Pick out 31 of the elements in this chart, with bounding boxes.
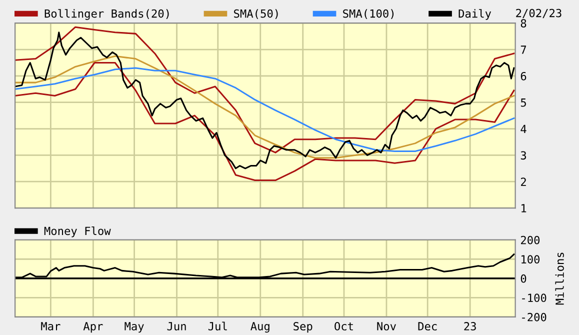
y-tick-label: 5 [520, 98, 526, 107]
y-tick-label: 7 [520, 46, 526, 54]
x-tick-label: Sep [294, 322, 312, 333]
x-tick-label: Mar [41, 322, 60, 330]
legend-label: Daily [458, 9, 492, 20]
x-tick-label: Oct [334, 322, 353, 330]
x-tick-label: Jun [167, 322, 186, 330]
y-tick-label: 6 [520, 72, 526, 80]
legend-label: Bollinger Bands(20) [44, 9, 169, 20]
y-tick-label: 100 [522, 255, 540, 264]
y-tick-label: -200 [522, 312, 546, 322]
y-tick-label: 4 [520, 124, 526, 134]
y-tick-label: 3 [520, 151, 526, 160]
y-tick-label: 2 [520, 178, 526, 186]
y-axis-title: Millions [555, 252, 564, 305]
legend-label: SMA(50) [234, 9, 278, 20]
x-tick-label: Apr [83, 322, 103, 333]
y-tick-label: 0 [520, 274, 526, 283]
y-tick-label: 1 [522, 204, 526, 212]
y-tick-label: 200 [520, 236, 540, 244]
y-tick-label: -100 [522, 294, 546, 302]
text: 2/02/23 [516, 8, 562, 18]
x-tick-label: Nov [377, 322, 396, 330]
x-tick-label: May [124, 322, 144, 333]
x-tick-label: Dec [418, 322, 437, 330]
legend-label: SMA(100) [343, 9, 394, 20]
x-tick-label: Jul [208, 322, 227, 330]
x-tick-label: Aug [250, 322, 270, 333]
y-tick-label: 8 [520, 19, 526, 28]
x-tick-label: 23 [464, 322, 476, 330]
legend-label: Money Flow [44, 226, 111, 238]
